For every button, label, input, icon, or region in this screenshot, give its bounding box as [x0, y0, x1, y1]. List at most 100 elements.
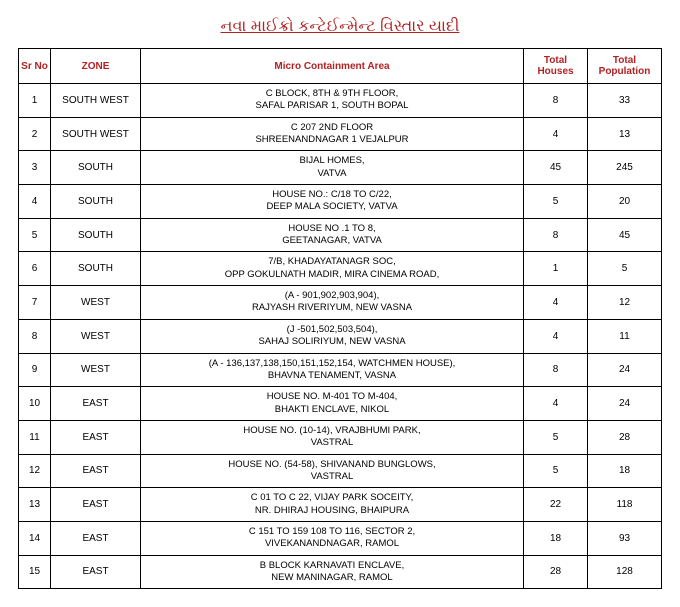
cell-houses: 5: [524, 454, 588, 488]
cell-houses: 5: [524, 420, 588, 454]
cell-pop: 24: [588, 353, 662, 387]
cell-area: BIJAL HOMES,VATVA: [141, 151, 524, 185]
cell-area-line2: VASTRAL: [143, 437, 521, 449]
cell-area-line1: C BLOCK, 8TH & 9TH FLOOR,: [143, 88, 521, 100]
table-row: 11EASTHOUSE NO. (10-14), VRAJBHUMI PARK,…: [19, 420, 662, 454]
cell-sr: 10: [19, 387, 51, 421]
cell-area: C BLOCK, 8TH & 9TH FLOOR,SAFAL PARISAR 1…: [141, 84, 524, 118]
cell-area: (A - 901,902,903,904),RAJYASH RIVERIYUM,…: [141, 286, 524, 320]
cell-houses: 1: [524, 252, 588, 286]
cell-area-line1: HOUSE NO .1 TO 8,: [143, 223, 521, 235]
cell-houses: 8: [524, 218, 588, 252]
cell-sr: 13: [19, 488, 51, 522]
page-title: નવા માઈક્રો કન્ટેઈન્મેન્ટ વિસ્તાર યાદી: [18, 18, 662, 36]
table-row: 3SOUTHBIJAL HOMES,VATVA45245: [19, 151, 662, 185]
table-row: 6SOUTH7/B, KHADAYATANAGR SOC,OPP GOKULNA…: [19, 252, 662, 286]
cell-sr: 15: [19, 555, 51, 589]
table-row: 15EASTB BLOCK KARNAVATI ENCLAVE,NEW MANI…: [19, 555, 662, 589]
cell-houses: 5: [524, 185, 588, 219]
cell-pop: 45: [588, 218, 662, 252]
table-row: 10EASTHOUSE NO. M-401 TO M-404,BHAKTI EN…: [19, 387, 662, 421]
table-row: 12EASTHOUSE NO. (54-58), SHIVANAND BUNGL…: [19, 454, 662, 488]
cell-houses: 4: [524, 117, 588, 151]
cell-area-line2: NR. DHIRAJ HOUSING, BHAIPURA: [143, 505, 521, 517]
cell-area: HOUSE NO. M-401 TO M-404,BHAKTI ENCLAVE,…: [141, 387, 524, 421]
cell-zone: EAST: [51, 521, 141, 555]
cell-sr: 2: [19, 117, 51, 151]
cell-zone: WEST: [51, 319, 141, 353]
table-row: 8WEST(J -501,502,503,504),SAHAJ SOLIRIYU…: [19, 319, 662, 353]
cell-pop: 13: [588, 117, 662, 151]
cell-area-line2: GEETANAGAR, VATVA: [143, 235, 521, 247]
cell-zone: SOUTH: [51, 185, 141, 219]
table-row: 1SOUTH WESTC BLOCK, 8TH & 9TH FLOOR,SAFA…: [19, 84, 662, 118]
cell-area: (A - 136,137,138,150,151,152,154, WATCHM…: [141, 353, 524, 387]
cell-area: HOUSE NO .1 TO 8,GEETANAGAR, VATVA: [141, 218, 524, 252]
cell-area-line1: BIJAL HOMES,: [143, 155, 521, 167]
cell-area-line1: HOUSE NO. (54-58), SHIVANAND BUNGLOWS,: [143, 459, 521, 471]
cell-area-line1: C 151 TO 159 108 TO 116, SECTOR 2,: [143, 526, 521, 538]
cell-area-line1: C 01 TO C 22, VIJAY PARK SOCEITY,: [143, 492, 521, 504]
cell-pop: 11: [588, 319, 662, 353]
cell-area-line2: DEEP MALA SOCIETY, VATVA: [143, 201, 521, 213]
cell-pop: 33: [588, 84, 662, 118]
cell-area: HOUSE NO. (10-14), VRAJBHUMI PARK,VASTRA…: [141, 420, 524, 454]
cell-houses: 45: [524, 151, 588, 185]
cell-area-line1: B BLOCK KARNAVATI ENCLAVE,: [143, 560, 521, 572]
cell-area-line1: HOUSE NO. M-401 TO M-404,: [143, 391, 521, 403]
cell-houses: 28: [524, 555, 588, 589]
table-row: 4SOUTHHOUSE NO.: C/18 TO C/22,DEEP MALA …: [19, 185, 662, 219]
cell-houses: 4: [524, 319, 588, 353]
cell-area: (J -501,502,503,504),SAHAJ SOLIRIYUM, NE…: [141, 319, 524, 353]
cell-zone: SOUTH: [51, 151, 141, 185]
cell-zone: SOUTH: [51, 218, 141, 252]
cell-houses: 18: [524, 521, 588, 555]
table-row: 2SOUTH WESTC 207 2ND FLOORSHREENANDNAGAR…: [19, 117, 662, 151]
cell-houses: 8: [524, 353, 588, 387]
cell-area-line1: (J -501,502,503,504),: [143, 324, 521, 336]
cell-zone: SOUTH: [51, 252, 141, 286]
cell-pop: 24: [588, 387, 662, 421]
cell-zone: SOUTH WEST: [51, 84, 141, 118]
cell-sr: 11: [19, 420, 51, 454]
cell-sr: 5: [19, 218, 51, 252]
cell-area: HOUSE NO.: C/18 TO C/22,DEEP MALA SOCIET…: [141, 185, 524, 219]
cell-area-line2: SAHAJ SOLIRIYUM, NEW VASNA: [143, 336, 521, 348]
col-area: Micro Containment Area: [141, 49, 524, 84]
table-row: 5SOUTHHOUSE NO .1 TO 8,GEETANAGAR, VATVA…: [19, 218, 662, 252]
cell-area-line2: OPP GOKULNATH MADIR, MIRA CINEMA ROAD,: [143, 269, 521, 281]
cell-area-line1: (A - 901,902,903,904),: [143, 290, 521, 302]
cell-area-line2: SAFAL PARISAR 1, SOUTH BOPAL: [143, 100, 521, 112]
cell-houses: 22: [524, 488, 588, 522]
cell-zone: SOUTH WEST: [51, 117, 141, 151]
cell-zone: EAST: [51, 454, 141, 488]
cell-area: HOUSE NO. (54-58), SHIVANAND BUNGLOWS,VA…: [141, 454, 524, 488]
col-zone: ZONE: [51, 49, 141, 84]
cell-area-line2: SHREENANDNAGAR 1 VEJALPUR: [143, 134, 521, 146]
cell-area-line1: C 207 2ND FLOOR: [143, 122, 521, 134]
cell-pop: 20: [588, 185, 662, 219]
cell-area: C 01 TO C 22, VIJAY PARK SOCEITY,NR. DHI…: [141, 488, 524, 522]
cell-houses: 8: [524, 84, 588, 118]
cell-area-line2: VASTRAL: [143, 471, 521, 483]
cell-pop: 12: [588, 286, 662, 320]
cell-houses: 4: [524, 286, 588, 320]
col-houses: Total Houses: [524, 49, 588, 84]
cell-area-line2: NEW MANINAGAR, RAMOL: [143, 572, 521, 584]
containment-table: Sr No ZONE Micro Containment Area Total …: [18, 48, 662, 589]
cell-pop: 93: [588, 521, 662, 555]
cell-area-line1: 7/B, KHADAYATANAGR SOC,: [143, 256, 521, 268]
table-row: 13EASTC 01 TO C 22, VIJAY PARK SOCEITY,N…: [19, 488, 662, 522]
cell-area-line1: HOUSE NO.: C/18 TO C/22,: [143, 189, 521, 201]
cell-sr: 4: [19, 185, 51, 219]
table-row: 14EASTC 151 TO 159 108 TO 116, SECTOR 2,…: [19, 521, 662, 555]
cell-pop: 5: [588, 252, 662, 286]
cell-sr: 7: [19, 286, 51, 320]
cell-pop: 118: [588, 488, 662, 522]
cell-sr: 14: [19, 521, 51, 555]
table-row: 7WEST(A - 901,902,903,904),RAJYASH RIVER…: [19, 286, 662, 320]
cell-area: 7/B, KHADAYATANAGR SOC,OPP GOKULNATH MAD…: [141, 252, 524, 286]
cell-pop: 128: [588, 555, 662, 589]
cell-area: C 207 2ND FLOORSHREENANDNAGAR 1 VEJALPUR: [141, 117, 524, 151]
cell-zone: EAST: [51, 420, 141, 454]
